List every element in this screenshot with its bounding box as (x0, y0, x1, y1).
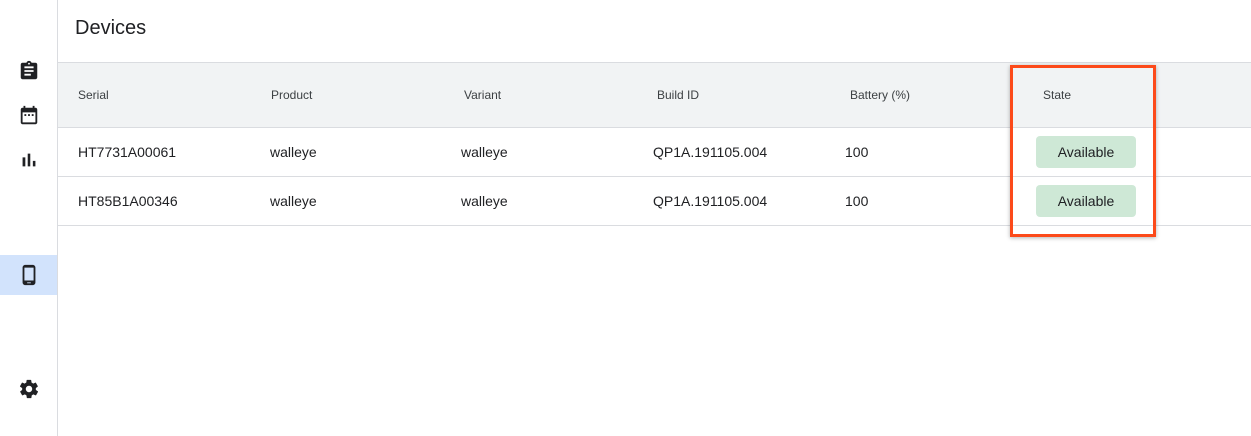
gear-icon (19, 379, 38, 399)
product-cell: walleye (270, 193, 317, 209)
serial-cell: HT85B1A00346 (78, 193, 178, 209)
build-id-cell: QP1A.191105.004 (653, 144, 768, 160)
page-title: Devices (75, 17, 147, 39)
table-row[interactable]: HT7731A00061 walleye walleye QP1A.191105… (58, 128, 1251, 177)
variant-cell: walleye (461, 193, 508, 209)
sidebar-item-stats[interactable] (0, 140, 57, 180)
state-badge: Available (1036, 136, 1136, 168)
battery-cell: 100 (845, 193, 869, 209)
serial-cell: HT7731A00061 (78, 144, 177, 160)
state-cell: Available (1036, 128, 1136, 176)
highlight-box (1010, 65, 1156, 237)
bar-chart-icon (22, 153, 35, 167)
build-id-cell: QP1A.191105.004 (653, 193, 768, 209)
state-cell: Available (1036, 177, 1136, 225)
sidebar-item-devices[interactable] (0, 255, 57, 295)
variant-cell: walleye (461, 144, 508, 160)
column-header-product[interactable]: Product (271, 88, 313, 102)
table-row[interactable]: HT85B1A00346 walleye walleye QP1A.191105… (58, 177, 1251, 226)
column-header-serial[interactable]: Serial (78, 88, 109, 102)
sidebar-item-settings[interactable] (0, 369, 57, 409)
product-cell: walleye (270, 144, 317, 160)
sidebar-item-tests[interactable] (0, 51, 57, 91)
table-header: Serial Product Variant Build ID Battery … (58, 62, 1251, 128)
devices-table: Serial Product Variant Build ID Battery … (58, 62, 1251, 226)
sidebar (0, 0, 58, 436)
calendar-icon (20, 105, 37, 125)
column-header-variant[interactable]: Variant (464, 88, 502, 102)
clipboard-icon (20, 60, 37, 80)
phone-icon (22, 264, 35, 286)
column-header-state[interactable]: State (1043, 88, 1072, 102)
column-header-build-id[interactable]: Build ID (657, 88, 700, 102)
sidebar-item-schedule[interactable] (0, 96, 57, 136)
state-badge: Available (1036, 185, 1136, 217)
column-header-battery[interactable]: Battery (%) (850, 88, 911, 102)
battery-cell: 100 (845, 144, 869, 160)
